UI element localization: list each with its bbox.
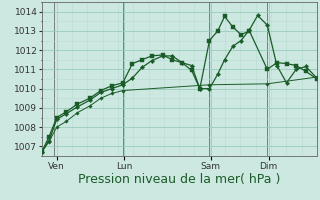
X-axis label: Pression niveau de la mer( hPa ): Pression niveau de la mer( hPa ) [78, 173, 280, 186]
